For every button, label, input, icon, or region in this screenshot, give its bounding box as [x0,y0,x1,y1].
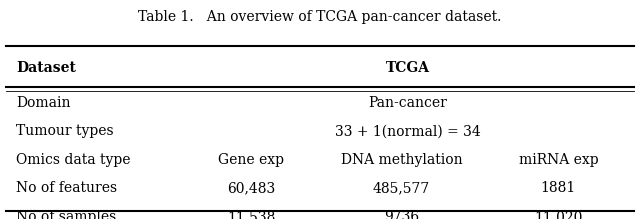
Text: 11,538: 11,538 [227,210,275,219]
Text: Pan-cancer: Pan-cancer [369,96,447,110]
Text: No of features: No of features [16,181,117,195]
Text: Table 1.   An overview of TCGA pan-cancer dataset.: Table 1. An overview of TCGA pan-cancer … [138,10,502,24]
Text: Omics data type: Omics data type [16,153,131,167]
Text: Dataset: Dataset [16,61,76,75]
Text: 60,483: 60,483 [227,181,275,195]
Text: Tumour types: Tumour types [16,124,114,138]
Text: DNA methylation: DNA methylation [340,153,463,167]
Text: 9736: 9736 [384,210,419,219]
Text: 11,020: 11,020 [534,210,582,219]
Text: Gene exp: Gene exp [218,153,284,167]
Text: No of samples: No of samples [16,210,116,219]
Text: 1881: 1881 [541,181,576,195]
Text: TCGA: TCGA [386,61,430,75]
Text: 33 + 1(normal) = 34: 33 + 1(normal) = 34 [335,124,481,138]
Text: miRNA exp: miRNA exp [518,153,598,167]
Text: Domain: Domain [16,96,70,110]
Text: 485,577: 485,577 [373,181,430,195]
